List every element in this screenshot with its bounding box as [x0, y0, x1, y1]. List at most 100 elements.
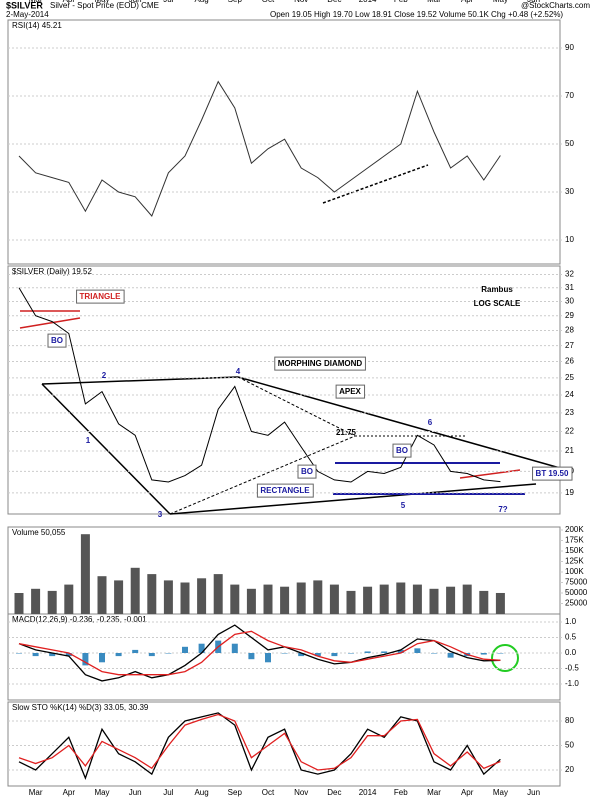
bar [414, 648, 421, 653]
annotation: LOG SCALE [474, 299, 521, 308]
y-tick-label: 80 [565, 716, 574, 725]
x-tick-label: May [94, 788, 109, 797]
bar [363, 586, 373, 614]
line [18, 713, 501, 771]
trendline [41, 383, 171, 515]
annotation-box [297, 464, 317, 479]
trendline [237, 376, 561, 469]
highlight-circle [491, 644, 519, 672]
y-tick-label: 25 [565, 373, 574, 382]
trendline [322, 164, 429, 204]
annotation: 4 [236, 367, 241, 376]
line [18, 287, 501, 483]
y-tick-label: 19 [565, 488, 574, 497]
bar [298, 653, 305, 657]
bar [246, 588, 256, 614]
x-tick-label: Apr [63, 0, 76, 4]
trendline [19, 317, 81, 329]
bar [31, 588, 41, 614]
bar [197, 578, 207, 614]
line [18, 624, 501, 682]
annotation: Rambus [481, 285, 513, 294]
y-tick-label: -1.0 [565, 679, 579, 688]
annotation: BO [396, 446, 408, 455]
panel-title: Slow STO %K(14) %D(3) 33.05, 30.39 [12, 703, 149, 712]
bar [480, 653, 487, 655]
bar [230, 584, 240, 614]
y-tick-label: 30 [565, 297, 574, 306]
x-tick-label: 2014 [359, 788, 377, 797]
bar [263, 584, 273, 614]
x-tick-label: Nov [294, 788, 308, 797]
line [18, 630, 501, 676]
y-tick-label: 26 [565, 357, 574, 366]
bar [115, 653, 122, 657]
x-tick-label: Sep [228, 0, 243, 4]
annotation: BT 19.50 [536, 469, 569, 478]
y-tick-label: 0.5 [565, 633, 577, 642]
bar [447, 653, 454, 658]
trendline [169, 435, 356, 515]
annotation: 5 [401, 501, 406, 510]
panel-title: $SILVER (Daily) 19.52 [12, 267, 92, 276]
x-tick-label: Mar [29, 0, 43, 4]
x-tick-label: Feb [394, 0, 408, 4]
bar [82, 653, 89, 666]
annotation-box [392, 443, 412, 458]
x-tick-label: Oct [262, 788, 275, 797]
bar [280, 586, 290, 614]
annotation-box [76, 289, 125, 304]
y-tick-label: 25000 [565, 599, 588, 608]
bar [281, 653, 288, 654]
bar [396, 582, 406, 614]
bar [114, 580, 124, 614]
y-tick-label: 150K [565, 546, 584, 555]
bar [14, 593, 24, 614]
x-tick-label: Oct [262, 0, 275, 4]
bar [180, 582, 190, 614]
x-tick-label: Jul [163, 788, 173, 797]
x-tick-label: Dec [327, 0, 341, 4]
bar [431, 653, 437, 654]
y-tick-label: 32 [565, 270, 574, 279]
trendline [237, 376, 356, 437]
sto-panel [7, 701, 561, 787]
y-tick-label: 22 [565, 427, 574, 436]
bar [497, 653, 504, 654]
trendline [169, 483, 537, 515]
y-tick-label: 100K [565, 567, 584, 576]
y-tick-label: 31 [565, 283, 574, 292]
x-tick-label: Jun [129, 788, 142, 797]
bar [16, 653, 22, 654]
date: 2-May-2014 [6, 10, 49, 19]
x-tick-label: May [493, 0, 508, 4]
y-tick-label: 125K [565, 557, 584, 566]
x-tick-label: Apr [461, 788, 474, 797]
x-tick-label: Jun [527, 788, 540, 797]
line [18, 80, 501, 217]
x-tick-label: May [493, 788, 508, 797]
x-tick-label: Apr [63, 788, 76, 797]
bar [165, 653, 172, 654]
annotation: 6 [428, 418, 433, 427]
bar [248, 653, 255, 660]
x-tick-label: Jun [129, 0, 142, 4]
x-tick-label: Feb [394, 788, 408, 797]
trendlines [19, 164, 561, 672]
quote: Open 19.05 High 19.70 Low 18.91 Close 19… [270, 10, 563, 19]
bar [182, 646, 188, 653]
annotation-box [47, 333, 67, 348]
bar [314, 653, 321, 657]
annotation: 21.75 [336, 428, 357, 437]
bar [32, 653, 39, 657]
annotation-box [532, 466, 573, 481]
y-tick-label: 20 [565, 765, 574, 774]
bar [130, 567, 140, 614]
x-tick-label: Nov [294, 0, 308, 4]
bar [379, 584, 389, 614]
bar [265, 653, 271, 663]
bar [231, 643, 238, 653]
x-tick-label: Aug [194, 0, 208, 4]
bar [348, 653, 354, 654]
